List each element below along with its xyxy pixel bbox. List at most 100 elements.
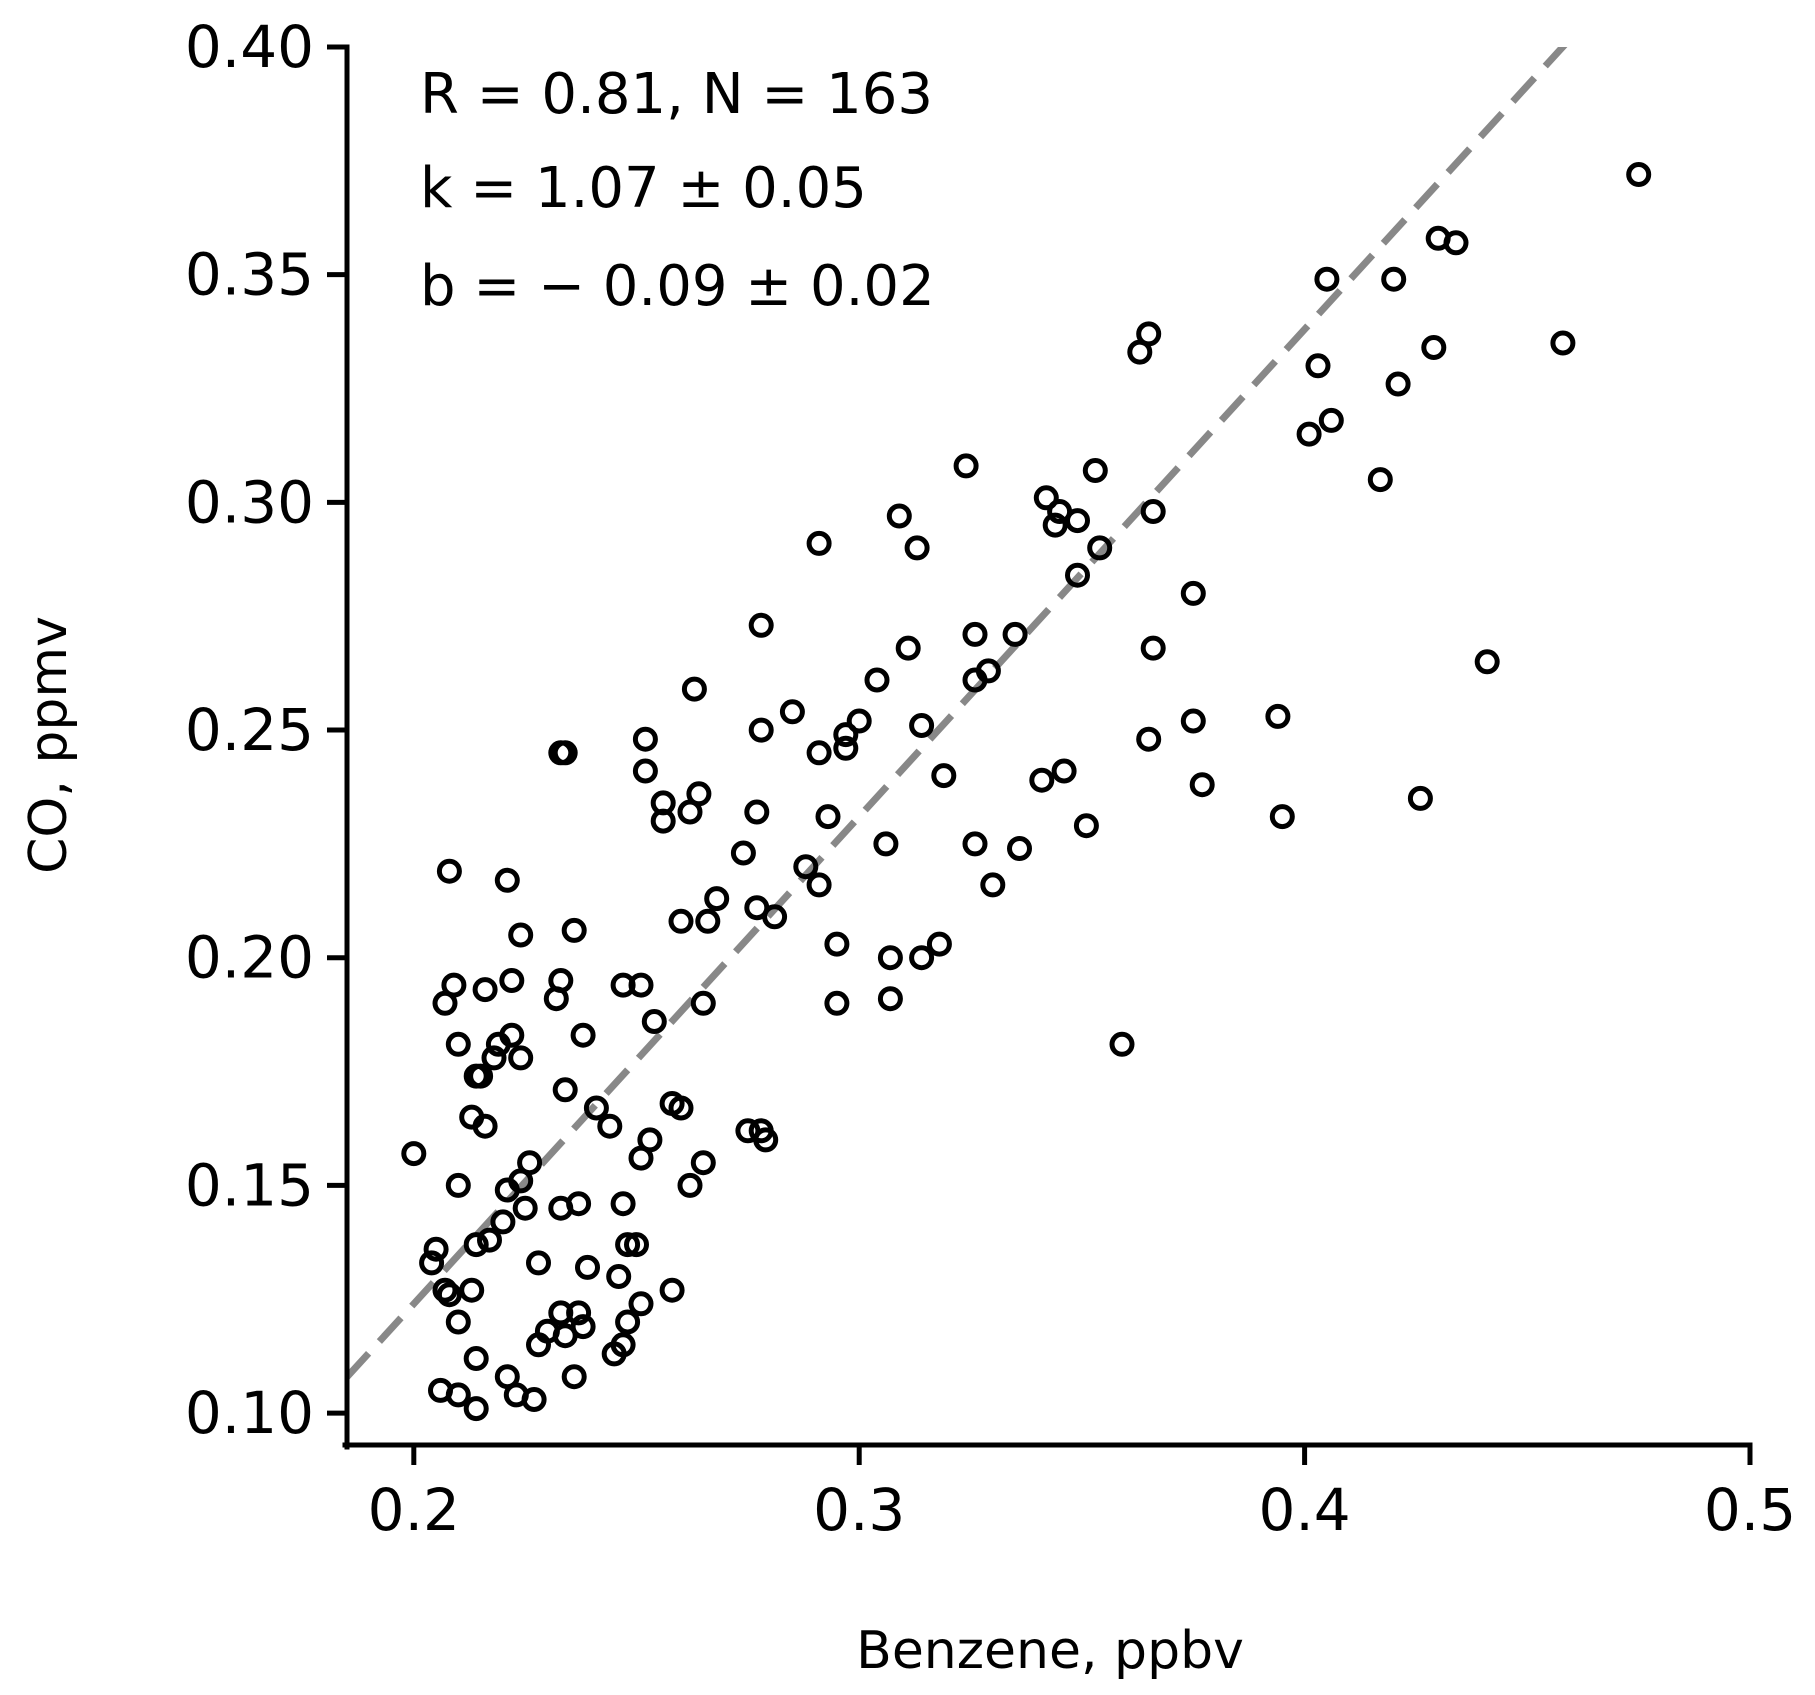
y-tick-label: 0.30 <box>185 468 314 536</box>
data-point <box>1421 335 1447 360</box>
data-point <box>463 1232 489 1258</box>
data-point <box>436 1282 462 1308</box>
data-point <box>432 990 458 1016</box>
data-point <box>1065 562 1090 588</box>
data-point <box>1189 772 1215 798</box>
data-point <box>1082 458 1108 483</box>
data-point <box>704 886 730 912</box>
y-tick-label: 0.15 <box>185 1151 314 1219</box>
fit-line <box>347 47 1568 1380</box>
x-tick-label: 0.5 <box>1704 1476 1796 1544</box>
data-point <box>463 1346 489 1371</box>
x-tick-label: 0.4 <box>1258 1476 1350 1544</box>
data-point <box>1381 266 1407 292</box>
data-point <box>606 1264 632 1289</box>
data-point <box>445 1382 471 1408</box>
data-point <box>423 1236 449 1262</box>
data-point <box>806 530 832 556</box>
data-point <box>1265 703 1291 729</box>
data-point <box>490 1209 516 1235</box>
data-point <box>1002 621 1028 647</box>
data-point <box>744 799 770 825</box>
data-point <box>1269 804 1295 830</box>
data-point <box>779 699 805 725</box>
data-point <box>1474 649 1500 675</box>
data-point <box>690 990 716 1016</box>
data-point <box>575 1254 600 1280</box>
data-point <box>552 1077 578 1103</box>
data-point <box>806 740 832 766</box>
data-point <box>1180 708 1206 734</box>
data-point <box>824 990 850 1016</box>
annotation-r-n: R = 0.81, N = 163 <box>420 62 933 127</box>
data-point <box>472 1113 498 1139</box>
data-point <box>953 453 979 479</box>
data-point <box>601 1341 627 1367</box>
data-point <box>806 872 832 898</box>
data-point <box>677 799 703 825</box>
data-point <box>526 1250 551 1276</box>
data-point <box>566 1191 592 1217</box>
data-point <box>846 708 872 734</box>
data-point <box>543 986 569 1012</box>
data-point <box>659 1277 685 1303</box>
data-point <box>552 1323 578 1349</box>
data-point <box>628 1145 654 1171</box>
data-point <box>904 535 930 561</box>
data-point <box>681 676 707 702</box>
data-point <box>566 1300 592 1326</box>
data-point <box>926 931 952 957</box>
data-point <box>909 713 935 738</box>
y-tick-label: 0.20 <box>185 924 314 992</box>
data-point <box>468 1063 494 1089</box>
data-point <box>432 1277 458 1303</box>
data-point <box>833 722 859 748</box>
data-point <box>1065 508 1090 534</box>
data-point <box>561 917 587 943</box>
x-axis-title: Benzene, ppbv <box>856 1621 1244 1681</box>
data-point <box>1007 836 1032 861</box>
data-point <box>615 1309 641 1335</box>
data-point <box>445 1031 471 1057</box>
data-point <box>615 1232 641 1258</box>
data-point <box>494 867 520 893</box>
y-tick-label: 0.10 <box>185 1379 314 1447</box>
data-point <box>561 1364 587 1390</box>
data-point <box>1407 785 1433 811</box>
data-point <box>624 1232 649 1258</box>
data-point <box>833 735 859 761</box>
data-point <box>1443 230 1469 256</box>
data-point <box>730 840 756 866</box>
data-point <box>668 1095 694 1121</box>
data-point <box>753 1127 779 1153</box>
data-point <box>526 1332 551 1358</box>
labels: Benzene, ppbv CO, ppmv R = 0.81, N = 163… <box>19 62 1244 1681</box>
data-point <box>1029 767 1055 793</box>
data-point <box>459 1277 485 1303</box>
data-point <box>650 808 676 834</box>
data-point <box>793 854 819 880</box>
annotation-intercept: b = − 0.09 ± 0.02 <box>420 254 935 319</box>
data-point <box>552 740 578 766</box>
data-point <box>748 612 774 638</box>
data-point <box>472 977 498 1003</box>
data-point <box>1140 499 1166 524</box>
data-point <box>1109 1031 1135 1057</box>
data-point <box>508 922 534 948</box>
data-point <box>1305 353 1331 379</box>
data-point <box>962 667 988 693</box>
data-point <box>886 503 912 529</box>
data-point <box>597 1113 623 1139</box>
data-point <box>877 986 903 1012</box>
data-point <box>1367 467 1393 493</box>
data-point <box>1042 512 1068 538</box>
data-point <box>877 945 903 971</box>
y-tick-label: 0.35 <box>185 241 314 309</box>
y-tick-label: 0.40 <box>185 13 314 81</box>
data-point <box>1087 535 1113 561</box>
data-point <box>677 1172 703 1198</box>
annotation-slope: k = 1.07 ± 0.05 <box>420 156 867 221</box>
data-point <box>895 635 921 661</box>
data-point <box>1127 339 1153 365</box>
